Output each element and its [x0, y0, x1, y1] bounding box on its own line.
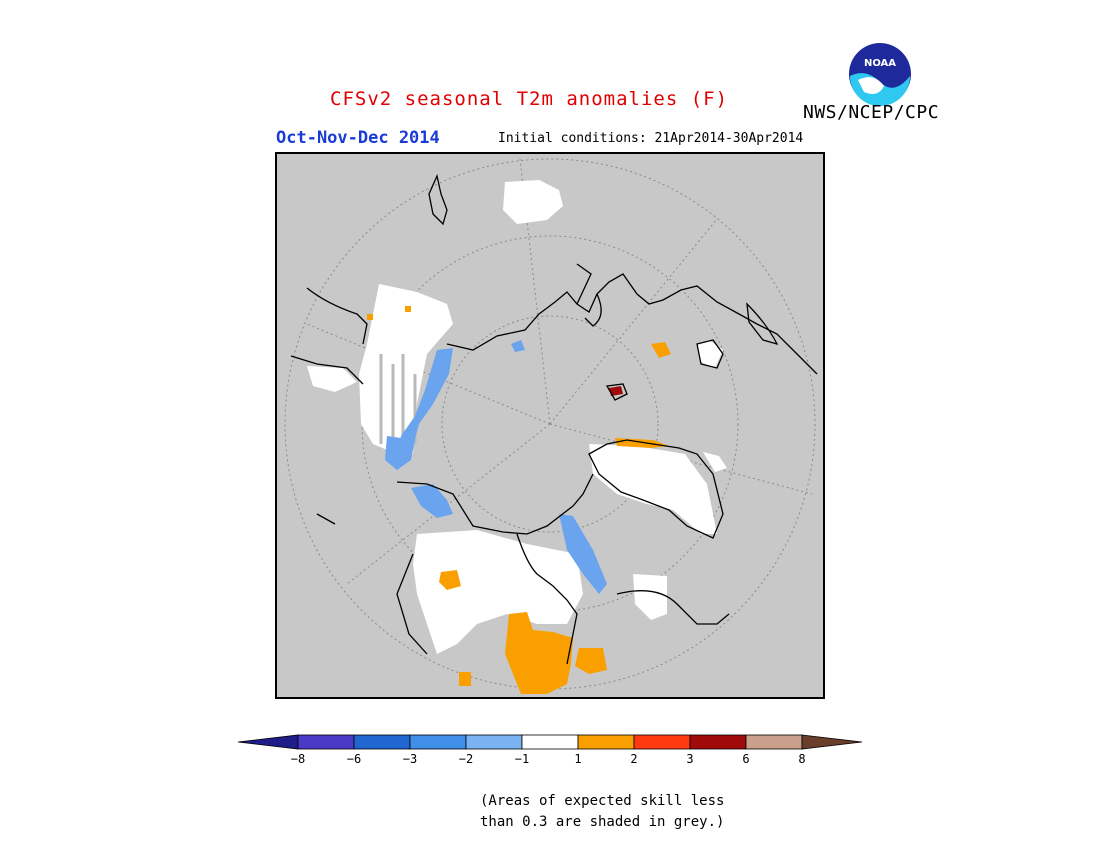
colorbar-swatch [633, 734, 691, 750]
agency-label: NWS/NCEP/CPC [803, 102, 940, 123]
colorbar-swatch [297, 734, 355, 750]
colorbar-swatch [521, 734, 579, 750]
colorbar-swatch [689, 734, 747, 750]
colorbar-swatch [745, 734, 803, 750]
colorbar-swatch [465, 734, 523, 750]
colorbar-tick-label: −1 [514, 752, 530, 766]
colorbar-tick-label: 3 [686, 752, 694, 766]
coastlines [290, 173, 818, 665]
svg-text:NOAA: NOAA [864, 58, 896, 69]
skill-note-line-2: than 0.3 are shaded in grey.) [480, 814, 725, 830]
initial-conditions: Initial conditions: 21Apr2014-30Apr2014 [498, 131, 804, 146]
strong-above-normal-areas [609, 386, 623, 396]
colorbar-swatch [409, 734, 467, 750]
colorbar-tick-label: −2 [458, 752, 474, 766]
below-normal-areas [385, 340, 607, 594]
polar-map [275, 152, 825, 699]
skill-note-line-1: (Areas of expected skill less [480, 793, 725, 809]
colorbar-arrow-low [238, 734, 299, 750]
colorbar-tick-label: −3 [402, 752, 418, 766]
colorbar-tick-label: 6 [742, 752, 750, 766]
colorbar-tick-label: −6 [346, 752, 362, 766]
colorbar-tick-label: 8 [798, 752, 806, 766]
chart-title: CFSv2 seasonal T2m anomalies (F) [330, 88, 729, 110]
colorbar-tick-label: −8 [290, 752, 306, 766]
noaa-logo: NOAA [849, 43, 911, 106]
near-normal-areas [307, 180, 727, 654]
colorbar-swatch [353, 734, 411, 750]
skill-note: (Areas of expected skill less than 0.3 a… [480, 791, 724, 833]
map-canvas [284, 158, 818, 694]
colorbar-arrow-high [801, 734, 862, 750]
colorbar-tick-label: 2 [630, 752, 638, 766]
colorbar-swatch [577, 734, 635, 750]
colorbar-tick-label: 1 [574, 752, 582, 766]
color-scale-legend [238, 734, 862, 750]
forecast-period: Oct-Nov-Dec 2014 [276, 128, 440, 148]
